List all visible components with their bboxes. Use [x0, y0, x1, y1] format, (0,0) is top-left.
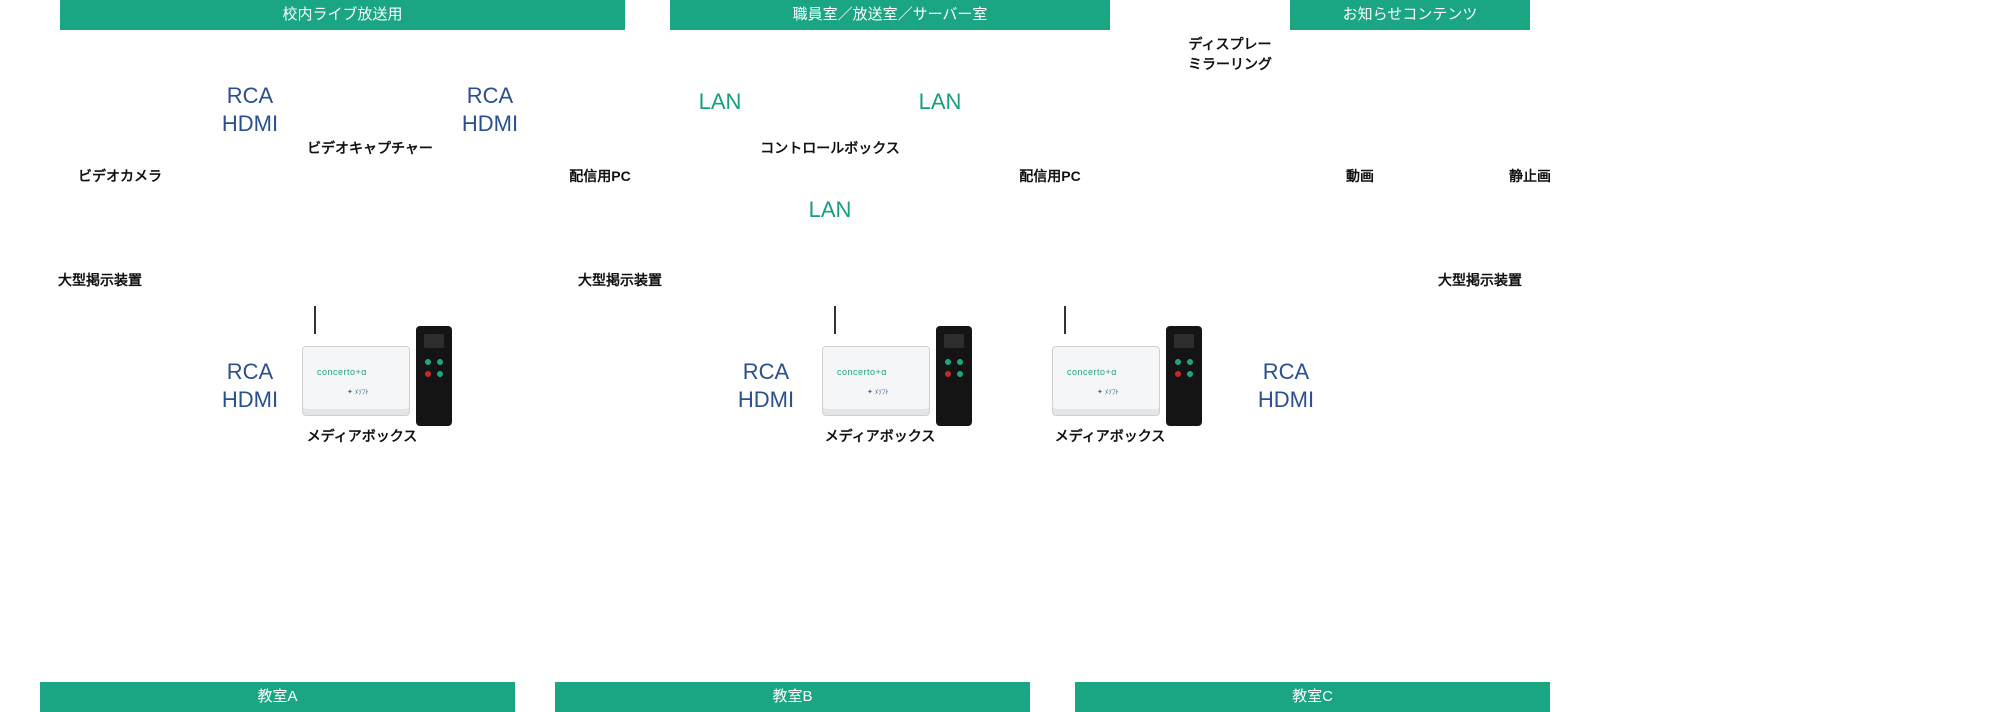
device-label-text: ディスプレー [1150, 34, 1310, 54]
connection-label-line: RCA [200, 358, 300, 386]
mediabox-antenna-icon [1064, 306, 1066, 334]
device-label-text: 大型掲示装置 [578, 272, 662, 288]
mediabox-brand: concerto+α [1067, 367, 1117, 377]
footer-band-label: 教室A [257, 688, 297, 705]
device-label: 静止画 [1490, 166, 1570, 186]
connection-label-line: RCA [1236, 358, 1336, 386]
connection-label-line: RCA [716, 358, 816, 386]
device-label: ビデオキャプチャー [290, 138, 450, 158]
device-label-text: コントロールボックス [760, 140, 900, 156]
header-band-label: お知らせコンテンツ [1343, 6, 1478, 23]
device-label-text: ビデオキャプチャー [307, 140, 433, 156]
device-label: 大型掲示装置 [550, 270, 690, 290]
connection-label: RCAHDMI [716, 358, 816, 413]
mediabox-body: concerto+α ✦ ﾒｿﾌﾄ [822, 346, 930, 416]
mediabox-body: concerto+α ✦ ﾒｿﾌﾄ [302, 346, 410, 416]
connection-label: RCAHDMI [200, 358, 300, 413]
connection-label-line: LAN [890, 88, 990, 116]
connection-label: RCAHDMI [200, 82, 300, 137]
mediabox-brand: concerto+α [837, 367, 887, 377]
connection-label-line: HDMI [1236, 386, 1336, 414]
connection-label-line: RCA [440, 82, 540, 110]
device-label-text: 動画 [1346, 168, 1374, 184]
mediabox-antenna-icon [314, 306, 316, 334]
mediabox-antenna-icon [834, 306, 836, 334]
device-label: 大型掲示装置 [30, 270, 170, 290]
connection-label: RCAHDMI [1236, 358, 1336, 413]
device-label: 大型掲示装置 [1410, 270, 1550, 290]
connection-label-line: HDMI [200, 110, 300, 138]
mediabox-device: concerto+α ✦ ﾒｿﾌﾄ [1052, 326, 1202, 426]
device-label: メディアボックス [800, 426, 960, 446]
device-label: 配信用PC [990, 166, 1110, 186]
connection-label-line: HDMI [716, 386, 816, 414]
mediabox-brand: concerto+α [317, 367, 367, 377]
device-label: メディアボックス [1030, 426, 1190, 446]
footer-band: 教室B [555, 682, 1030, 712]
connection-label-line: LAN [780, 196, 880, 224]
device-label: コントロールボックス [740, 138, 920, 158]
connection-label: RCAHDMI [440, 82, 540, 137]
footer-band-label: 教室B [772, 688, 812, 705]
footer-band: 教室A [40, 682, 515, 712]
device-label: 動画 [1320, 166, 1400, 186]
device-label-text: 大型掲示装置 [1438, 272, 1522, 288]
header-band-label: 職員室／放送室／サーバー室 [793, 6, 988, 23]
header-band: お知らせコンテンツ [1290, 0, 1530, 30]
device-label: 配信用PC [540, 166, 660, 186]
mediabox-logo: ✦ ﾒｿﾌﾄ [1097, 387, 1119, 397]
diagram-canvas: 校内ライブ放送用 職員室／放送室／サーバー室 お知らせコンテンツ教室A 教室B 教室C R… [0, 0, 2000, 712]
device-label-text: 配信用PC [569, 168, 630, 184]
header-band: 職員室／放送室／サーバー室 [670, 0, 1110, 30]
footer-band-label: 教室C [1292, 688, 1333, 705]
mediabox-logo: ✦ ﾒｿﾌﾄ [347, 387, 369, 397]
remote-control-icon [936, 326, 972, 426]
device-label-text: 大型掲示装置 [58, 272, 142, 288]
connection-label: LAN [890, 88, 990, 116]
connection-label: LAN [670, 88, 770, 116]
device-label-text: メディアボックス [307, 428, 418, 444]
device-label: メディアボックス [282, 426, 442, 446]
connection-label-line: LAN [670, 88, 770, 116]
device-label-text: 静止画 [1509, 168, 1551, 184]
remote-control-icon [1166, 326, 1202, 426]
device-label-text: ミラーリング [1150, 54, 1310, 74]
device-label-text: 配信用PC [1019, 168, 1080, 184]
header-band-label: 校内ライブ放送用 [282, 6, 402, 23]
mediabox-body: concerto+α ✦ ﾒｿﾌﾄ [1052, 346, 1160, 416]
connection-label-line: HDMI [440, 110, 540, 138]
device-label-text: メディアボックス [825, 428, 936, 444]
device-label: ディスプレーミラーリング [1150, 34, 1310, 74]
header-band: 校内ライブ放送用 [60, 0, 625, 30]
connection-label: LAN [780, 196, 880, 224]
connection-label-line: RCA [200, 82, 300, 110]
mediabox-device: concerto+α ✦ ﾒｿﾌﾄ [302, 326, 452, 426]
device-label-text: ビデオカメラ [78, 168, 162, 184]
footer-band: 教室C [1075, 682, 1550, 712]
connection-label-line: HDMI [200, 386, 300, 414]
mediabox-logo: ✦ ﾒｿﾌﾄ [867, 387, 889, 397]
device-label-text: メディアボックス [1055, 428, 1166, 444]
device-label: ビデオカメラ [60, 166, 180, 186]
mediabox-device: concerto+α ✦ ﾒｿﾌﾄ [822, 326, 972, 426]
remote-control-icon [416, 326, 452, 426]
